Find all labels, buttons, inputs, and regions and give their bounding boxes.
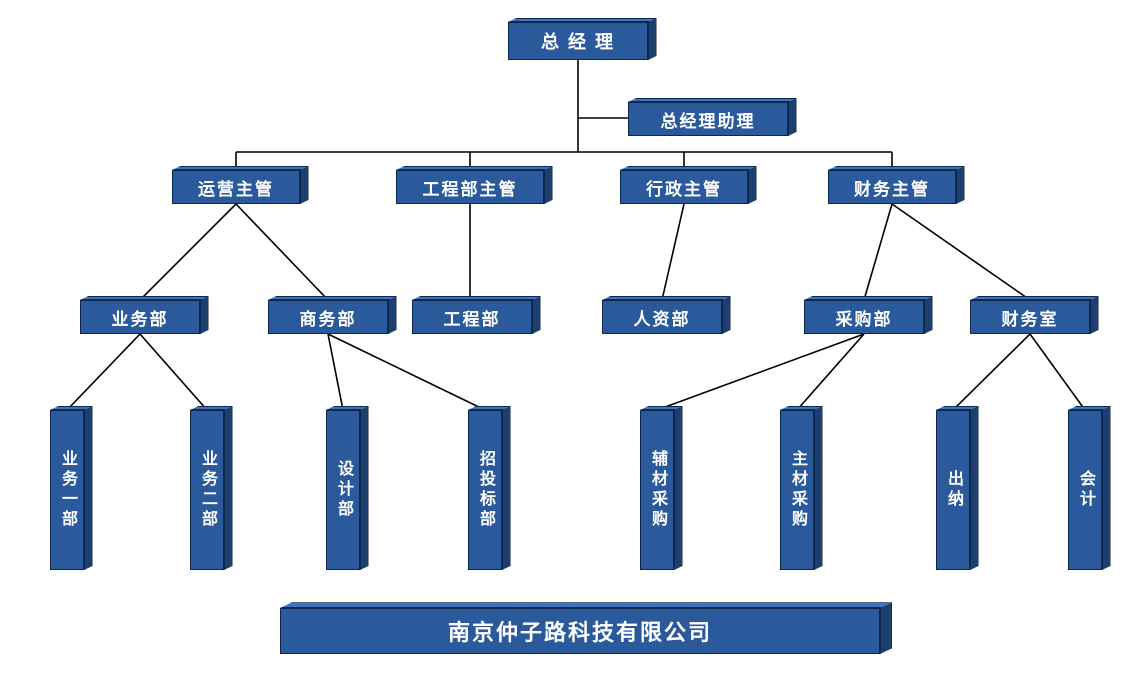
node-side-face	[360, 406, 369, 570]
node-side-face	[648, 18, 657, 60]
node-label: 财务主管	[854, 175, 930, 200]
node-label: 商务部	[300, 305, 357, 330]
org-chart-connectors	[0, 0, 1134, 680]
org-node-biz_dept: 业务部	[80, 300, 200, 334]
company-footer: 南京仲子路科技有限公司	[280, 608, 880, 654]
node-side-face	[1102, 406, 1111, 570]
node-front-face: 工程部	[412, 300, 532, 334]
node-front-face: 招投标部	[468, 410, 502, 570]
connector-line	[662, 204, 684, 300]
org-node-biz1: 业务一部	[50, 410, 84, 570]
node-label: 工程部	[444, 305, 501, 330]
node-front-face: 商务部	[268, 300, 388, 334]
node-front-face: 辅材采购	[640, 410, 674, 570]
connector-line	[864, 204, 892, 300]
connector-line	[140, 204, 236, 300]
node-front-face: 业务二部	[190, 410, 224, 570]
connector-line	[657, 334, 864, 410]
org-node-cashier: 出纳	[936, 410, 970, 570]
org-node-adm_head: 行政主管	[620, 170, 748, 204]
node-label: 会计	[1073, 470, 1097, 510]
org-node-main_m: 主材采购	[780, 410, 814, 570]
node-front-face: 总经理助理	[628, 102, 788, 136]
node-label: 业务一部	[55, 450, 79, 530]
node-label: 工程部主管	[423, 175, 518, 200]
node-front-face: 人资部	[602, 300, 722, 334]
org-node-design: 设计部	[326, 410, 360, 570]
node-front-face: 设计部	[326, 410, 360, 570]
node-label: 主材采购	[785, 450, 809, 530]
node-side-face	[880, 602, 892, 654]
node-side-face	[300, 166, 309, 204]
node-front-face: 会计	[1068, 410, 1102, 570]
node-label: 出纳	[941, 470, 965, 510]
connector-line	[797, 334, 864, 410]
node-side-face	[748, 166, 757, 204]
node-side-face	[956, 166, 965, 204]
node-front-face: 主材采购	[780, 410, 814, 570]
node-side-face	[200, 296, 209, 334]
org-node-ops_head: 运营主管	[172, 170, 300, 204]
node-front-face: 财务主管	[828, 170, 956, 204]
node-label: 总经理助理	[661, 107, 756, 132]
node-front-face: 南京仲子路科技有限公司	[280, 608, 880, 654]
org-node-gm: 总 经 理	[508, 22, 648, 60]
org-node-eng_dept: 工程部	[412, 300, 532, 334]
node-side-face	[814, 406, 823, 570]
connector-line	[953, 334, 1030, 410]
org-node-com_dept: 商务部	[268, 300, 388, 334]
node-side-face	[388, 296, 397, 334]
org-node-eng_head: 工程部主管	[396, 170, 544, 204]
org-node-bid: 招投标部	[468, 410, 502, 570]
node-label: 采购部	[836, 305, 893, 330]
node-front-face: 业务一部	[50, 410, 84, 570]
node-front-face: 业务部	[80, 300, 200, 334]
node-label: 业务二部	[195, 450, 219, 530]
node-front-face: 总 经 理	[508, 22, 648, 60]
connector-line	[236, 204, 328, 300]
node-side-face	[674, 406, 683, 570]
node-label: 财务室	[1002, 305, 1059, 330]
org-node-gm_assist: 总经理助理	[628, 102, 788, 136]
org-node-pur_dept: 采购部	[804, 300, 924, 334]
node-label: 运营主管	[198, 175, 274, 200]
node-front-face: 行政主管	[620, 170, 748, 204]
connector-line	[328, 334, 343, 410]
node-front-face: 运营主管	[172, 170, 300, 204]
node-front-face: 工程部主管	[396, 170, 544, 204]
org-node-fin_dept: 财务室	[970, 300, 1090, 334]
node-front-face: 财务室	[970, 300, 1090, 334]
node-label: 总 经 理	[541, 28, 615, 54]
org-node-hr_dept: 人资部	[602, 300, 722, 334]
node-side-face	[722, 296, 731, 334]
node-side-face	[970, 406, 979, 570]
connector-line	[67, 334, 140, 410]
node-label: 南京仲子路科技有限公司	[448, 615, 712, 647]
node-side-face	[924, 296, 933, 334]
node-label: 招投标部	[473, 450, 497, 530]
node-side-face	[224, 406, 233, 570]
node-side-face	[1090, 296, 1099, 334]
org-node-biz2: 业务二部	[190, 410, 224, 570]
connector-line	[328, 334, 485, 410]
node-side-face	[788, 98, 797, 136]
connector-line	[140, 334, 207, 410]
node-label: 设计部	[331, 460, 355, 520]
node-side-face	[502, 406, 511, 570]
node-label: 行政主管	[646, 175, 722, 200]
org-node-fin_head: 财务主管	[828, 170, 956, 204]
node-label: 人资部	[634, 305, 691, 330]
node-label: 业务部	[112, 305, 169, 330]
connector-line	[892, 204, 1030, 300]
node-front-face: 采购部	[804, 300, 924, 334]
node-side-face	[532, 296, 541, 334]
connector-line	[1030, 334, 1085, 410]
node-side-face	[84, 406, 93, 570]
org-node-aux: 辅材采购	[640, 410, 674, 570]
node-front-face: 出纳	[936, 410, 970, 570]
node-side-face	[544, 166, 553, 204]
node-label: 辅材采购	[645, 450, 669, 530]
org-node-acct: 会计	[1068, 410, 1102, 570]
